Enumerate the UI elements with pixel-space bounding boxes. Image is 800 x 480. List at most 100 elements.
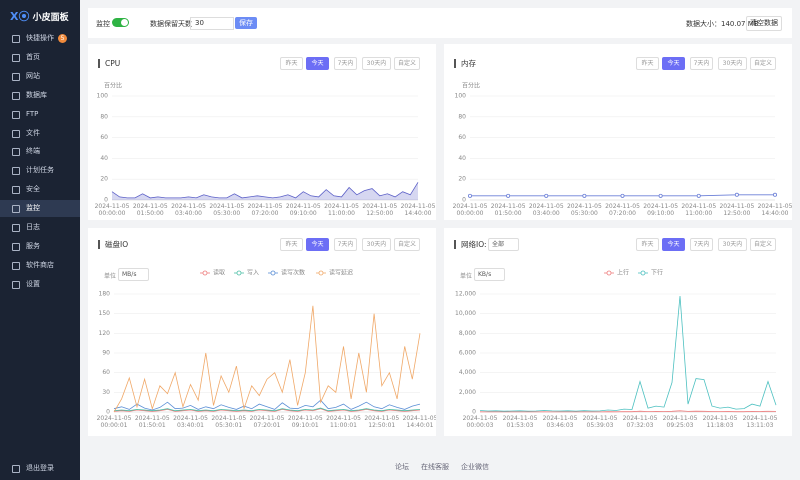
menu-label: 终端 xyxy=(26,147,40,156)
unit-select[interactable]: KB/s xyxy=(474,268,505,281)
range-button[interactable]: 30天内 xyxy=(718,57,747,70)
menu-item[interactable]: 首页 xyxy=(0,49,80,66)
legend-dot xyxy=(236,270,242,276)
range-button[interactable]: 自定义 xyxy=(394,57,420,70)
menu-item[interactable]: FTP xyxy=(0,106,80,123)
range-button[interactable]: 30天内 xyxy=(362,238,391,251)
range-button[interactable]: 今天 xyxy=(306,57,329,70)
menu-item[interactable]: 计划任务 xyxy=(0,162,80,179)
line xyxy=(113,408,421,412)
range-button[interactable]: 30天内 xyxy=(362,57,391,70)
range-button[interactable]: 昨天 xyxy=(280,238,303,251)
menu-item[interactable]: 快捷操作 5 xyxy=(0,30,80,47)
network-panel: 网络IO: 全部 昨天 今天 7天内 30天内 自定义 单位 KB/s 0 2,000 4,000 6,… xyxy=(444,228,792,436)
range-button[interactable]: 自定义 xyxy=(750,57,776,70)
range-button[interactable]: 7天内 xyxy=(690,238,713,251)
menu-item[interactable]: 数据库 xyxy=(0,87,80,104)
menu-label: 设置 xyxy=(26,279,40,288)
menu-item[interactable]: 文件 xyxy=(0,125,80,142)
menu-item[interactable]: 日志 xyxy=(0,219,80,236)
menu-label: 文件 xyxy=(26,128,40,137)
x-tick-label: 2024-11-05 03:46:03 xyxy=(542,415,578,429)
range-button[interactable]: 7天内 xyxy=(334,238,357,251)
x-tick-label: 2024-11-05 07:20:00 xyxy=(247,203,283,217)
range-button[interactable]: 自定义 xyxy=(750,238,776,251)
y-tick-label: 2,000 xyxy=(459,389,476,396)
disk-panel: 磁盘IO 昨天 今天 7天内 30天内 自定义 单位 MB/s 0 30 60 90 120 150 180… xyxy=(88,228,436,436)
icon xyxy=(12,167,20,176)
menu-item[interactable]: 终端 xyxy=(0,143,80,160)
icon xyxy=(12,224,20,232)
range-button[interactable]: 今天 xyxy=(662,238,685,251)
unit-select[interactable]: MB/s xyxy=(118,268,149,281)
range-button[interactable]: 昨天 xyxy=(636,57,659,70)
range-button[interactable]: 7天内 xyxy=(334,57,357,70)
line xyxy=(113,399,421,411)
x-tick-label: 2024-11-05 03:40:00 xyxy=(171,203,206,217)
range-button[interactable]: 今天 xyxy=(662,57,685,70)
point xyxy=(696,193,701,198)
range-button[interactable]: 自定义 xyxy=(394,238,420,251)
footer-link[interactable]: 在线客服 xyxy=(421,463,449,471)
toggle-knob xyxy=(121,19,128,26)
legend-dot xyxy=(270,270,276,276)
range-button[interactable]: 7天内 xyxy=(690,57,713,70)
logo-text: 小皮面板 xyxy=(32,13,69,23)
icon xyxy=(12,91,20,100)
retention-input[interactable]: 30 xyxy=(190,17,234,30)
menu-item[interactable]: 设置 xyxy=(0,276,80,293)
x-tick-label: 2024-11-05 14:40:00 xyxy=(757,203,792,217)
range-button[interactable]: 昨天 xyxy=(280,57,303,70)
logout[interactable]: 退出登录 xyxy=(0,460,80,477)
y-tick-label: 150 xyxy=(99,310,111,317)
x-tick-label: 2024-11-05 01:50:00 xyxy=(490,203,526,217)
icon xyxy=(12,72,20,81)
x-tick-label: 2024-11-05 12:50:01 xyxy=(364,415,400,429)
footer-link[interactable]: 论坛 xyxy=(395,463,409,471)
icon xyxy=(12,205,20,214)
menu-item[interactable]: 安全 xyxy=(0,181,80,198)
x-tick-label: 2024-11-05 05:39:03 xyxy=(582,415,618,429)
x-tick-label: 2024-11-05 00:00:00 xyxy=(452,203,488,217)
icon xyxy=(12,35,20,43)
monitor-toggle[interactable] xyxy=(112,18,129,27)
area xyxy=(112,182,418,200)
retention-label: 数据保留天数 xyxy=(150,20,192,28)
panel-title: 磁盘IO xyxy=(98,240,128,249)
filter-select[interactable]: 全部 xyxy=(488,238,519,251)
y-tick-label: 180 xyxy=(99,291,111,298)
range-button[interactable]: 30天内 xyxy=(718,238,747,251)
save-button[interactable]: 保存 xyxy=(235,17,257,29)
y-tick-label: 40 xyxy=(458,155,466,162)
menu-item[interactable]: 网站 xyxy=(0,68,80,85)
x-tick-label: 2024-11-05 00:00:03 xyxy=(462,415,498,429)
point xyxy=(582,193,587,198)
x-tick-label: 2024-11-05 09:10:00 xyxy=(643,203,679,217)
menu-label: FTP xyxy=(26,109,39,118)
menu-item[interactable]: 监控 xyxy=(0,200,80,218)
menu-label: 服务 xyxy=(26,241,40,250)
x-tick-label: 2024-11-05 13:11:03 xyxy=(742,415,778,429)
range-button[interactable]: 今天 xyxy=(306,238,329,251)
range-button[interactable]: 昨天 xyxy=(636,238,659,251)
legend-label: 写入 xyxy=(247,270,259,277)
y-tick-label: 60 xyxy=(458,134,466,141)
y-tick-label: 60 xyxy=(100,134,108,141)
x-tick-label: 2024-11-05 12:50:00 xyxy=(719,203,755,217)
x-tick-label: 2024-11-05 01:50:00 xyxy=(132,203,168,217)
menu-item[interactable]: 服务 xyxy=(0,238,80,255)
legend-dot xyxy=(606,270,612,276)
clear-button[interactable]: 清空数据 xyxy=(746,16,782,31)
footer-link[interactable]: 企业微信 xyxy=(461,463,489,471)
menu-label: 数据库 xyxy=(26,90,47,99)
menu-label: 计划任务 xyxy=(26,166,54,175)
x-tick-label: 2024-11-05 05:30:01 xyxy=(211,415,247,429)
icon xyxy=(12,129,20,138)
x-tick-label: 2024-11-05 07:20:00 xyxy=(605,203,640,217)
logo[interactable]: X⦿ 小皮面板 xyxy=(10,8,69,24)
menu-item[interactable]: 软件商店 xyxy=(0,257,80,274)
x-tick-label: 2024-11-05 09:10:01 xyxy=(287,415,323,429)
panel-title: 内存 xyxy=(454,59,476,68)
logo-mark: X⦿ xyxy=(10,10,30,23)
x-tick-label: 2024-11-05 00:00:00 xyxy=(94,203,130,217)
